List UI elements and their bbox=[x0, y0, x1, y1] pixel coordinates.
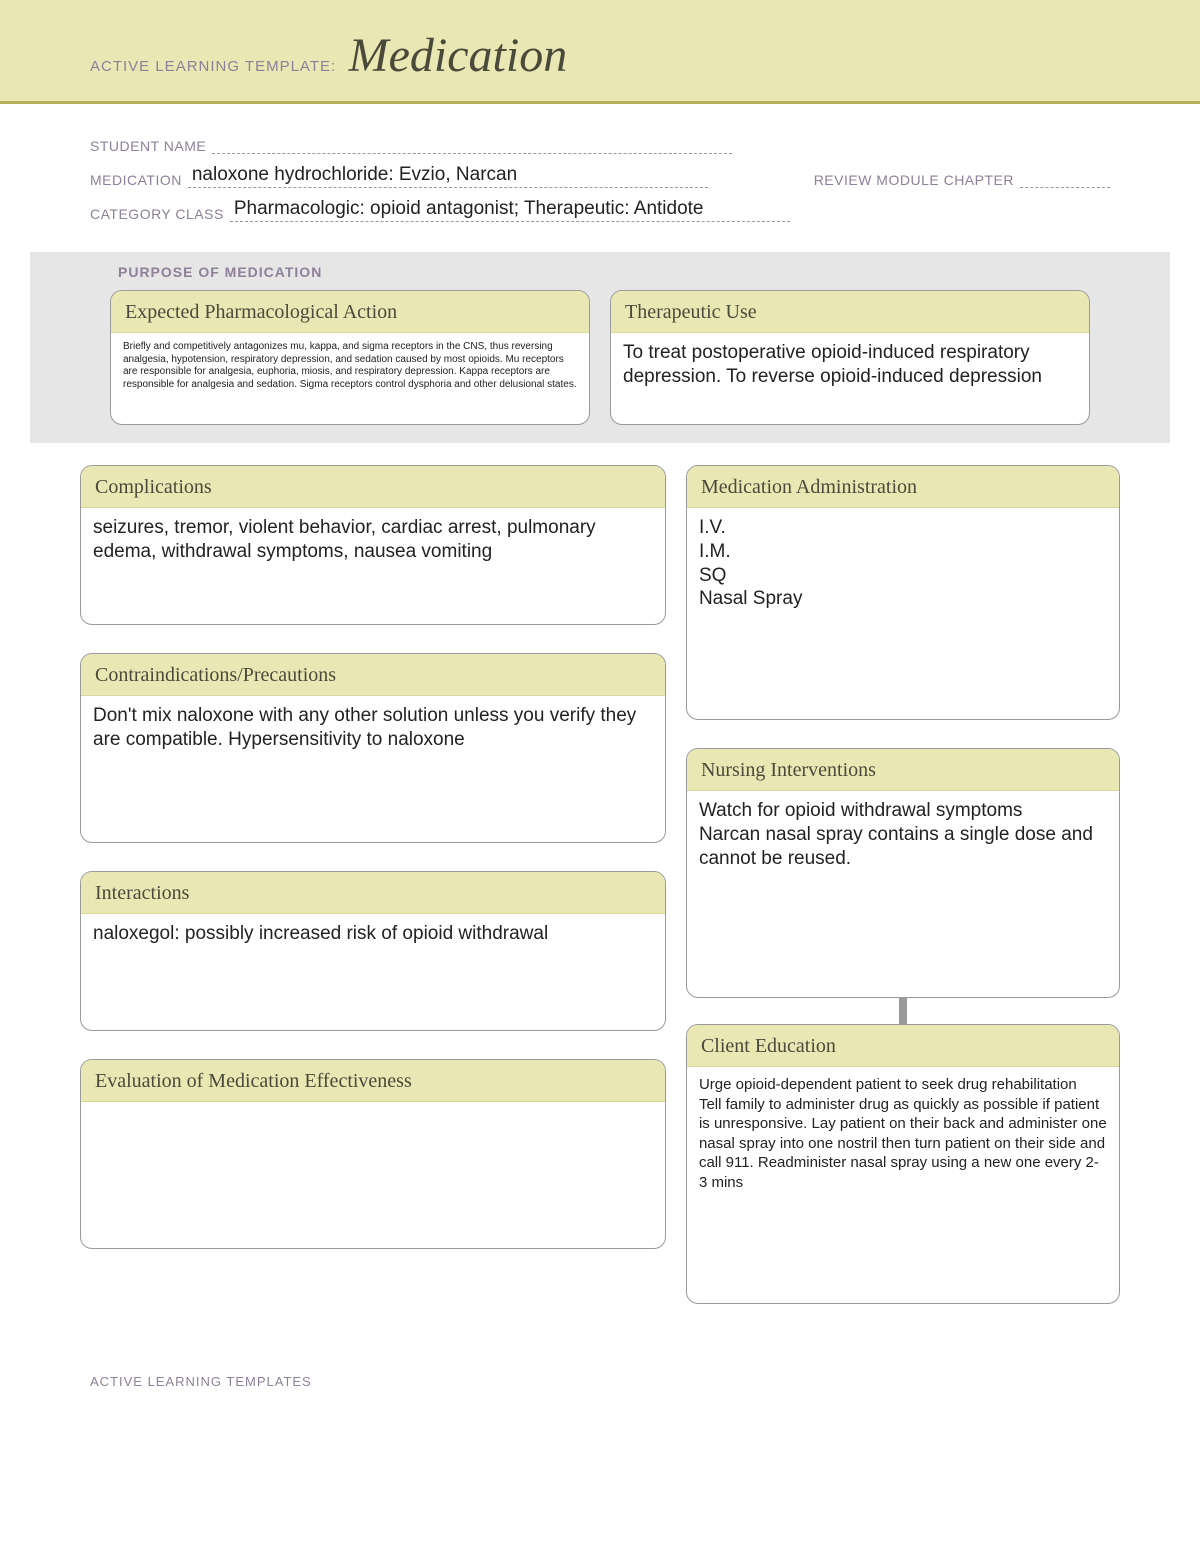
complications-body: seizures, tremor, violent behavior, card… bbox=[81, 508, 665, 624]
nursing-title: Nursing Interventions bbox=[687, 749, 1119, 791]
administration-card: Medication Administration I.V. I.M. SQ N… bbox=[686, 465, 1120, 720]
contraindications-card: Contraindications/Precautions Don't mix … bbox=[80, 653, 666, 843]
student-name-value[interactable] bbox=[212, 132, 732, 154]
review-label: REVIEW MODULE CHAPTER bbox=[814, 172, 1014, 188]
complications-card: Complications seizures, tremor, violent … bbox=[80, 465, 666, 625]
medication-value[interactable]: naloxone hydrochloride: Evzio, Narcan bbox=[188, 164, 708, 188]
administration-title: Medication Administration bbox=[687, 466, 1119, 508]
medication-label: MEDICATION bbox=[90, 172, 182, 188]
lower-grid: Complications seizures, tremor, violent … bbox=[0, 443, 1200, 1334]
evaluation-body bbox=[81, 1102, 665, 1248]
contraindications-title: Contraindications/Precautions bbox=[81, 654, 665, 696]
therapeutic-body: To treat postoperative opioid-induced re… bbox=[611, 333, 1089, 424]
pharmacological-title: Expected Pharmacological Action bbox=[111, 291, 589, 333]
pharmacological-body: Briefly and competitively antagonizes mu… bbox=[111, 333, 589, 424]
interactions-body: naloxegol: possibly increased risk of op… bbox=[81, 914, 665, 1030]
nursing-card: Nursing Interventions Watch for opioid w… bbox=[686, 748, 1120, 998]
connector-line bbox=[899, 998, 907, 1024]
header-band: ACTIVE LEARNING TEMPLATE: Medication bbox=[0, 0, 1200, 104]
interactions-card: Interactions naloxegol: possibly increas… bbox=[80, 871, 666, 1031]
therapeutic-title: Therapeutic Use bbox=[611, 291, 1089, 333]
pharmacological-card: Expected Pharmacological Action Briefly … bbox=[110, 290, 590, 425]
category-label: CATEGORY CLASS bbox=[90, 206, 224, 222]
evaluation-title: Evaluation of Medication Effectiveness bbox=[81, 1060, 665, 1102]
contraindications-body: Don't mix naloxone with any other soluti… bbox=[81, 696, 665, 842]
client-education-body: Urge opioid-dependent patient to seek dr… bbox=[687, 1067, 1119, 1303]
nursing-body: Watch for opioid withdrawal symptoms Nar… bbox=[687, 791, 1119, 997]
complications-title: Complications bbox=[81, 466, 665, 508]
therapeutic-card: Therapeutic Use To treat postoperative o… bbox=[610, 290, 1090, 425]
purpose-title: PURPOSE OF MEDICATION bbox=[118, 264, 1140, 280]
administration-body: I.V. I.M. SQ Nasal Spray bbox=[687, 508, 1119, 719]
student-name-label: STUDENT NAME bbox=[90, 138, 206, 154]
evaluation-card: Evaluation of Medication Effectiveness bbox=[80, 1059, 666, 1249]
template-title: Medication bbox=[349, 29, 568, 82]
interactions-title: Interactions bbox=[81, 872, 665, 914]
purpose-section: PURPOSE OF MEDICATION Expected Pharmacol… bbox=[30, 252, 1170, 443]
client-education-title: Client Education bbox=[687, 1025, 1119, 1067]
category-value[interactable]: Pharmacologic: opioid antagonist; Therap… bbox=[230, 198, 790, 222]
client-education-card: Client Education Urge opioid-dependent p… bbox=[686, 1024, 1120, 1304]
review-value[interactable] bbox=[1020, 166, 1110, 188]
template-label: ACTIVE LEARNING TEMPLATE: bbox=[90, 58, 336, 75]
form-fields: STUDENT NAME MEDICATION naloxone hydroch… bbox=[0, 104, 1200, 244]
footer-text: ACTIVE LEARNING TEMPLATES bbox=[0, 1334, 1200, 1419]
